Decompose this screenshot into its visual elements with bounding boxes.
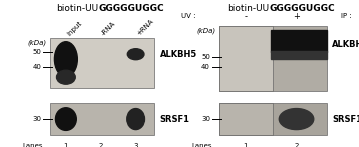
Text: 30: 30 — [32, 116, 41, 122]
Ellipse shape — [55, 108, 76, 130]
Text: 3: 3 — [134, 143, 138, 147]
Text: 2: 2 — [294, 143, 299, 147]
FancyBboxPatch shape — [50, 103, 154, 135]
Ellipse shape — [55, 42, 77, 77]
Text: (kDa): (kDa) — [196, 28, 215, 34]
Text: biotin-UU: biotin-UU — [57, 4, 99, 13]
FancyBboxPatch shape — [219, 26, 327, 91]
Text: 50: 50 — [201, 54, 210, 60]
Text: SRSF1: SRSF1 — [332, 115, 359, 124]
Text: 1: 1 — [244, 143, 248, 147]
Bar — [271, 30, 327, 52]
Ellipse shape — [56, 70, 75, 84]
Text: +: + — [293, 12, 300, 21]
Text: 40: 40 — [201, 64, 210, 70]
Ellipse shape — [127, 49, 144, 60]
Text: 30: 30 — [201, 116, 210, 122]
Text: biotin-UU: biotin-UU — [227, 4, 269, 13]
Text: (kDa): (kDa) — [28, 40, 47, 46]
Text: SRSF1: SRSF1 — [160, 115, 190, 124]
FancyBboxPatch shape — [219, 103, 273, 135]
Text: -: - — [244, 12, 247, 21]
Text: IP :: IP : — [341, 13, 352, 19]
Bar — [271, 51, 327, 59]
Text: -RNA: -RNA — [100, 20, 117, 37]
Text: +RNA: +RNA — [136, 18, 154, 37]
Text: UV :: UV : — [181, 13, 196, 19]
Text: 40: 40 — [32, 64, 41, 70]
FancyBboxPatch shape — [219, 26, 273, 91]
Text: GGGGGUGGC: GGGGGUGGC — [99, 4, 164, 13]
Text: ALKBH5: ALKBH5 — [160, 50, 197, 59]
FancyBboxPatch shape — [50, 38, 154, 88]
Text: GGGGGUGGC: GGGGGUGGC — [269, 4, 335, 13]
Text: 1: 1 — [64, 143, 68, 147]
Text: 50: 50 — [32, 49, 41, 55]
FancyBboxPatch shape — [219, 103, 327, 135]
Text: Input: Input — [66, 20, 83, 37]
Text: 2: 2 — [98, 143, 102, 147]
Text: ALKBH5: ALKBH5 — [332, 40, 359, 49]
Ellipse shape — [279, 108, 314, 130]
Text: Lanes: Lanes — [191, 143, 212, 147]
Text: Lanes: Lanes — [23, 143, 43, 147]
Ellipse shape — [127, 108, 144, 130]
